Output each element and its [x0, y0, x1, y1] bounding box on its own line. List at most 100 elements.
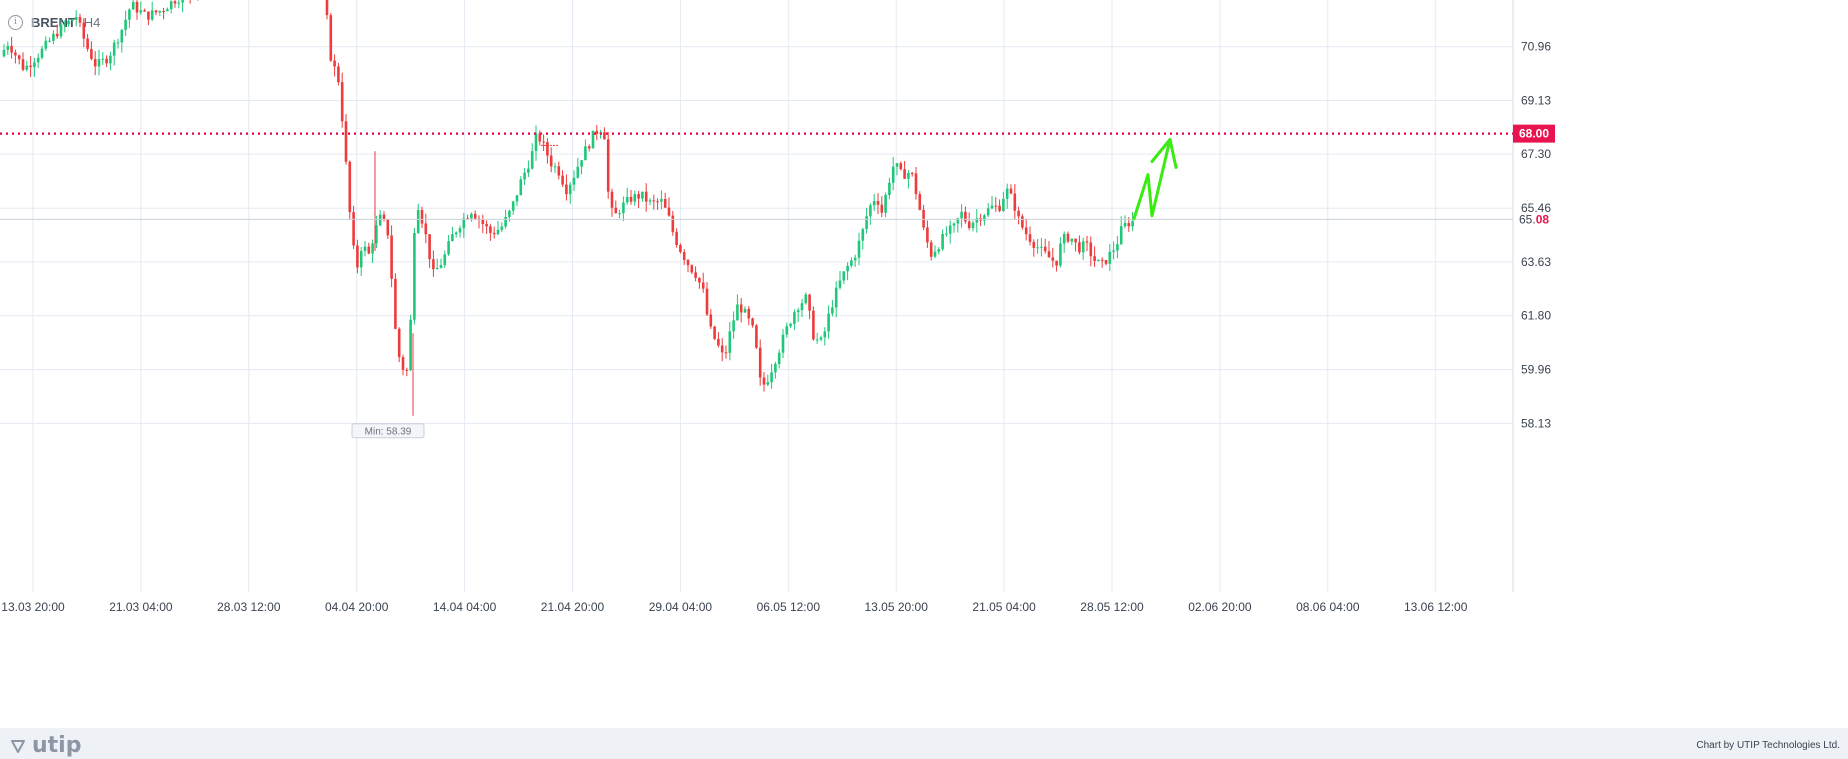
candle-body[interactable]	[576, 166, 580, 178]
candle-body[interactable]	[698, 277, 701, 283]
candle-body[interactable]	[435, 267, 439, 270]
candle-body[interactable]	[1081, 241, 1085, 253]
candle-body[interactable]	[67, 20, 70, 25]
candle-body[interactable]	[1131, 221, 1134, 227]
candle-body[interactable]	[470, 213, 473, 219]
candle-body[interactable]	[774, 363, 777, 373]
candle-body[interactable]	[375, 225, 378, 244]
candle-body[interactable]	[667, 207, 671, 216]
candle-body[interactable]	[1005, 188, 1009, 199]
forecast-arrow[interactable]	[1132, 137, 1172, 221]
candle-body[interactable]	[382, 214, 386, 220]
candle-body[interactable]	[504, 216, 507, 227]
candle-body[interactable]	[618, 213, 621, 215]
candle-body[interactable]	[986, 208, 990, 216]
candle-body[interactable]	[2, 49, 6, 57]
candle-body[interactable]	[120, 29, 124, 43]
candle-body[interactable]	[614, 207, 618, 214]
candle-body[interactable]	[1074, 238, 1077, 243]
candle-body[interactable]	[827, 313, 830, 332]
candle-body[interactable]	[462, 218, 466, 229]
candle-body[interactable]	[720, 345, 724, 353]
candle-body[interactable]	[33, 62, 36, 68]
candle-body[interactable]	[451, 234, 454, 242]
candle-body[interactable]	[724, 352, 728, 354]
candle-body[interactable]	[872, 201, 876, 206]
candle-body[interactable]	[397, 328, 401, 358]
candle-body[interactable]	[112, 42, 116, 56]
candle-body[interactable]	[701, 282, 705, 289]
candle-body[interactable]	[812, 310, 815, 340]
candle-body[interactable]	[409, 319, 412, 371]
candle-body[interactable]	[1085, 241, 1089, 243]
candle-body[interactable]	[884, 194, 887, 213]
candle-body[interactable]	[960, 211, 963, 219]
candle-body[interactable]	[907, 172, 910, 179]
candle-body[interactable]	[10, 45, 13, 53]
candle-body[interactable]	[876, 201, 880, 205]
candle-body[interactable]	[139, 10, 143, 13]
candle-body[interactable]	[1021, 216, 1024, 228]
candle-body[interactable]	[86, 38, 89, 49]
candle-body[interactable]	[785, 326, 789, 335]
candle-body[interactable]	[709, 314, 713, 327]
candle-body[interactable]	[648, 200, 652, 202]
candle-body[interactable]	[82, 22, 86, 39]
candle-body[interactable]	[918, 194, 922, 210]
candle-body[interactable]	[1116, 244, 1119, 251]
candle-body[interactable]	[591, 130, 595, 149]
candle-body[interactable]	[485, 223, 488, 227]
candle-body[interactable]	[629, 196, 633, 202]
candle-body[interactable]	[1123, 223, 1127, 227]
candle-body[interactable]	[1024, 227, 1028, 235]
candle-body[interactable]	[1055, 260, 1058, 266]
candle-body[interactable]	[105, 58, 108, 64]
candle-body[interactable]	[25, 65, 29, 70]
candle-body[interactable]	[1047, 251, 1051, 258]
candle-body[interactable]	[914, 173, 918, 195]
candle-body[interactable]	[166, 9, 169, 12]
candle-body[interactable]	[713, 326, 716, 339]
candle-body[interactable]	[865, 216, 868, 230]
candle-body[interactable]	[413, 233, 416, 320]
candle-body[interactable]	[793, 312, 796, 324]
candle-body[interactable]	[656, 201, 659, 203]
candle-body[interactable]	[964, 211, 967, 222]
candle-body[interactable]	[941, 233, 944, 250]
candle-body[interactable]	[1062, 233, 1066, 244]
candle-body[interactable]	[394, 278, 397, 329]
candle-body[interactable]	[386, 219, 390, 236]
candle-body[interactable]	[728, 331, 732, 353]
candle-body[interactable]	[473, 213, 477, 219]
candle-body[interactable]	[527, 168, 530, 173]
candle-body[interactable]	[352, 212, 355, 246]
candle-body[interactable]	[534, 133, 538, 152]
candle-body[interactable]	[850, 260, 853, 266]
candle-body[interactable]	[869, 205, 872, 217]
candle-body[interactable]	[447, 241, 450, 255]
candle-body[interactable]	[162, 10, 165, 12]
candle-body[interactable]	[6, 45, 10, 50]
candle-body[interactable]	[359, 251, 363, 268]
candle-body[interactable]	[131, 1, 135, 10]
info-icon[interactable]: i	[8, 15, 23, 30]
candle-body[interactable]	[1043, 246, 1047, 252]
candle-body[interactable]	[1002, 198, 1005, 211]
candle-body[interactable]	[834, 287, 838, 308]
candle-body[interactable]	[390, 235, 393, 279]
candle-body[interactable]	[1032, 241, 1036, 248]
candle-body[interactable]	[572, 177, 576, 185]
candle-body[interactable]	[154, 10, 158, 13]
candle-body[interactable]	[565, 184, 568, 195]
candle-body[interactable]	[633, 194, 637, 202]
candle-body[interactable]	[580, 160, 583, 167]
candle-body[interactable]	[903, 169, 906, 179]
candle-body[interactable]	[1028, 234, 1032, 242]
candle-body[interactable]	[994, 205, 998, 207]
candle-body[interactable]	[891, 166, 895, 183]
candle-body[interactable]	[641, 191, 644, 199]
candle-body[interactable]	[686, 259, 690, 266]
candle-body[interactable]	[329, 15, 333, 61]
candle-body[interactable]	[1112, 250, 1115, 252]
candle-body[interactable]	[150, 10, 154, 20]
